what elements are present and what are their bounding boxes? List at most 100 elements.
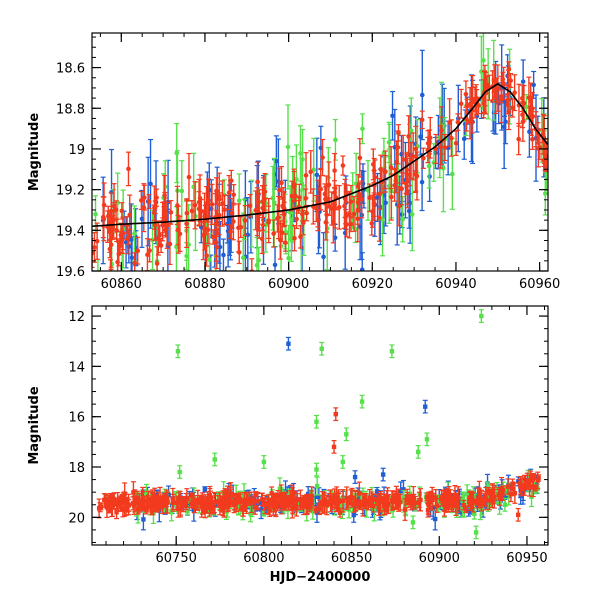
data-point [390,113,395,119]
data-point [380,472,386,477]
data-point [426,163,432,169]
data-point [276,215,281,220]
data-point [316,494,322,500]
data-point [505,97,511,103]
data-point [530,136,535,142]
data-point [148,181,153,187]
data-point [92,245,97,250]
data-point [149,508,155,514]
data-point [366,502,371,507]
data-point [294,505,299,511]
data-point [132,498,138,504]
data-point [186,242,191,247]
data-point [118,504,123,509]
data-point [271,200,277,205]
axes-frame-top [91,32,549,272]
data-point [482,83,488,88]
data-point [120,231,126,236]
data-point [205,227,211,233]
data-point [292,496,298,501]
data-point [359,267,365,271]
data-point [336,205,342,210]
data-point [220,201,225,206]
data-point [210,234,216,240]
data-point [450,171,455,177]
data-point [281,501,286,506]
data-point [283,497,288,502]
data-point [301,220,306,225]
data-point [355,495,361,500]
data-point [332,168,337,173]
data-point [221,252,226,258]
data-point [530,114,536,119]
data-point [252,505,258,510]
data-point [236,497,241,502]
data-point [340,163,346,168]
data-point [373,497,379,503]
data-point [458,101,464,106]
data-point [444,495,450,501]
data-point [390,496,396,502]
data-point [196,199,202,205]
data-point [408,496,413,502]
data-point [319,346,324,351]
data-point [142,195,147,200]
data-point [236,503,241,508]
y-tick-label: 18.6 [56,62,85,77]
data-point [207,257,212,262]
data-point [506,66,512,72]
data-point [271,231,276,236]
data-point [104,501,109,506]
data-point [347,212,352,217]
data-point [237,499,243,505]
data-point [519,96,525,101]
data-point [326,182,332,188]
data-point [336,499,342,505]
data-point [461,502,466,508]
data-point [204,253,209,259]
data-point [337,510,343,515]
data-point [184,221,189,227]
data-point [339,502,344,508]
data-point [176,227,181,233]
data-point [370,162,376,167]
data-point [500,77,506,82]
data-point [458,509,464,515]
data-point [441,166,446,171]
data-point [343,498,348,503]
data-point [96,506,102,511]
data-point [308,169,314,175]
data-point [531,474,536,480]
data-point [370,209,375,214]
data-point [410,520,416,525]
data-point [229,178,234,183]
data-point [351,502,356,507]
data-point [135,248,141,254]
data-point [205,505,210,511]
data-point [461,136,467,142]
data-point [129,255,135,261]
x-tick-label: 60920 [352,277,393,292]
data-point [402,507,408,512]
data-point [490,491,495,496]
data-point [140,496,145,501]
data-point [138,198,144,203]
data-point [372,501,378,507]
data-point [321,254,326,260]
data-point [472,511,477,517]
x-tick-label: 60940 [435,277,476,292]
data-point [481,58,486,63]
data-point [344,432,349,437]
data-point [177,469,182,475]
data-point [199,504,204,510]
data-point [424,437,430,442]
data-point [108,208,114,214]
data-point [189,208,195,214]
data-point [200,233,206,238]
data-point [502,502,508,507]
data-point [351,211,357,217]
data-point [400,216,406,222]
data-point [413,500,418,505]
data-point [482,493,488,498]
data-point [126,502,131,507]
